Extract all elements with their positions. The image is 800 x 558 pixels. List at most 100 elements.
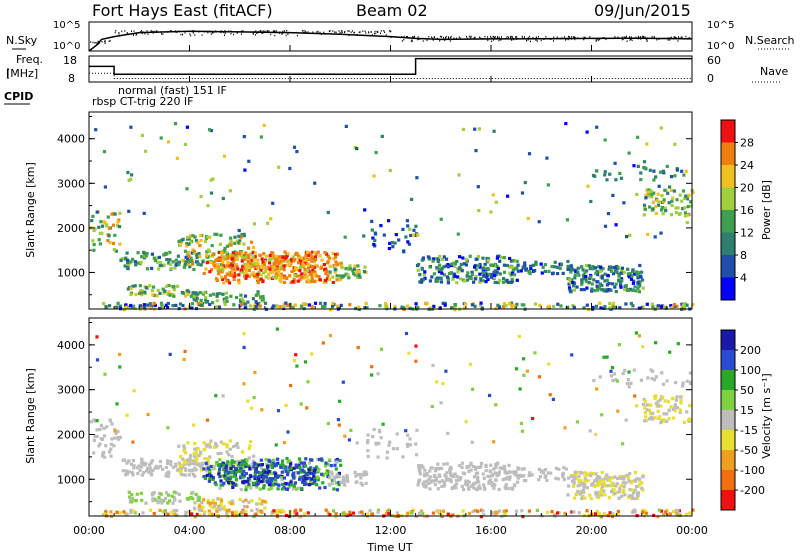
velocity-cell bbox=[214, 394, 218, 398]
power-cell bbox=[676, 206, 680, 210]
power-cell bbox=[187, 260, 191, 264]
velocity-cell bbox=[227, 471, 231, 475]
velocity-cell bbox=[148, 463, 152, 467]
power-cell bbox=[677, 212, 682, 216]
velocity-cell bbox=[572, 484, 576, 488]
velocity-cell bbox=[435, 509, 439, 513]
velocity-cell bbox=[309, 479, 313, 484]
velocity-cell bbox=[641, 345, 645, 349]
power-cell bbox=[625, 235, 629, 239]
velocity-cell bbox=[165, 461, 170, 465]
power-cell bbox=[675, 168, 679, 172]
velocity-cell bbox=[337, 483, 341, 487]
power-cell bbox=[651, 200, 655, 204]
velocity-cell bbox=[335, 460, 339, 464]
velocity-colorbar-tick-label: -50 bbox=[740, 444, 758, 457]
velocity-cell bbox=[486, 474, 490, 478]
power-cell bbox=[691, 190, 695, 195]
velocity-cell bbox=[223, 474, 227, 478]
power-cell bbox=[547, 304, 551, 308]
power-cell bbox=[223, 255, 227, 259]
velocity-cell bbox=[275, 510, 279, 515]
power-cell bbox=[186, 237, 190, 241]
velocity-cell bbox=[404, 429, 408, 433]
power-cell bbox=[601, 267, 605, 271]
velocity-cell bbox=[295, 364, 299, 368]
power-cell bbox=[218, 257, 223, 261]
velocity-cell bbox=[138, 468, 142, 472]
power-cell bbox=[193, 235, 197, 239]
velocity-cell bbox=[222, 463, 226, 467]
power-cell bbox=[491, 193, 495, 197]
velocity-cell bbox=[541, 471, 546, 475]
power-cell bbox=[622, 270, 626, 274]
velocity-cell bbox=[653, 397, 657, 401]
velocity-cell bbox=[503, 466, 507, 470]
power-cell bbox=[178, 302, 183, 306]
power-cell bbox=[590, 289, 594, 293]
velocity-cell bbox=[118, 365, 122, 369]
power-cell bbox=[474, 277, 478, 281]
power-cell bbox=[511, 271, 515, 275]
power-cell bbox=[356, 275, 360, 279]
power-cell bbox=[225, 272, 229, 276]
power-cell bbox=[608, 172, 612, 176]
velocity-cell bbox=[178, 464, 182, 468]
velocity-cell bbox=[578, 483, 582, 487]
power-cell bbox=[205, 250, 209, 254]
nsky-point bbox=[151, 31, 153, 33]
velocity-cell bbox=[234, 443, 238, 448]
velocity-cell bbox=[465, 479, 470, 483]
nsky-point bbox=[341, 31, 343, 34]
velocity-cell bbox=[639, 378, 643, 382]
power-cell bbox=[669, 188, 673, 192]
velocity-cell bbox=[309, 458, 313, 462]
power-cell bbox=[642, 203, 647, 207]
velocity-cell bbox=[673, 409, 677, 413]
power-cell bbox=[455, 259, 459, 264]
velocity-cell bbox=[472, 486, 476, 490]
power-cell bbox=[566, 267, 571, 271]
velocity-cell bbox=[437, 510, 441, 514]
nsky-point bbox=[176, 31, 178, 34]
power-cell bbox=[323, 251, 327, 255]
power-cell bbox=[661, 169, 665, 173]
velocity-cell bbox=[418, 511, 423, 515]
power-cell bbox=[650, 195, 654, 199]
power-cell bbox=[153, 303, 157, 307]
power-cell bbox=[187, 242, 191, 246]
velocity-cell bbox=[166, 459, 170, 463]
nsky-point bbox=[160, 31, 162, 33]
velocity-cell bbox=[621, 371, 625, 376]
velocity-cell bbox=[591, 482, 595, 486]
power-cell bbox=[619, 271, 623, 275]
velocity-cell bbox=[144, 501, 148, 505]
velocity-cell bbox=[284, 469, 288, 473]
velocity-cell bbox=[269, 486, 273, 490]
power-cell bbox=[251, 271, 255, 275]
power-cell bbox=[556, 265, 560, 270]
power-cell bbox=[603, 305, 607, 309]
power-cell bbox=[202, 271, 206, 275]
power-cell bbox=[418, 273, 422, 277]
velocity-cell bbox=[205, 463, 209, 468]
power-cell bbox=[665, 164, 669, 168]
power-cell bbox=[442, 265, 446, 269]
power-cell bbox=[204, 296, 208, 300]
velocity-cell bbox=[224, 443, 228, 447]
nsky-point bbox=[286, 29, 288, 32]
velocity-cell bbox=[679, 399, 683, 403]
power-cell bbox=[136, 261, 140, 265]
velocity-cell bbox=[477, 484, 481, 488]
power-cell bbox=[219, 233, 223, 237]
power-cell bbox=[199, 195, 203, 199]
velocity-cell bbox=[537, 478, 541, 482]
velocity-cell bbox=[266, 478, 270, 482]
velocity-cell bbox=[570, 479, 574, 483]
velocity-cell bbox=[586, 479, 590, 483]
power-cell bbox=[248, 252, 252, 256]
power-cell bbox=[405, 219, 409, 223]
power-cell bbox=[117, 218, 121, 222]
nsky-point bbox=[90, 41, 92, 43]
velocity-cell bbox=[437, 466, 441, 470]
